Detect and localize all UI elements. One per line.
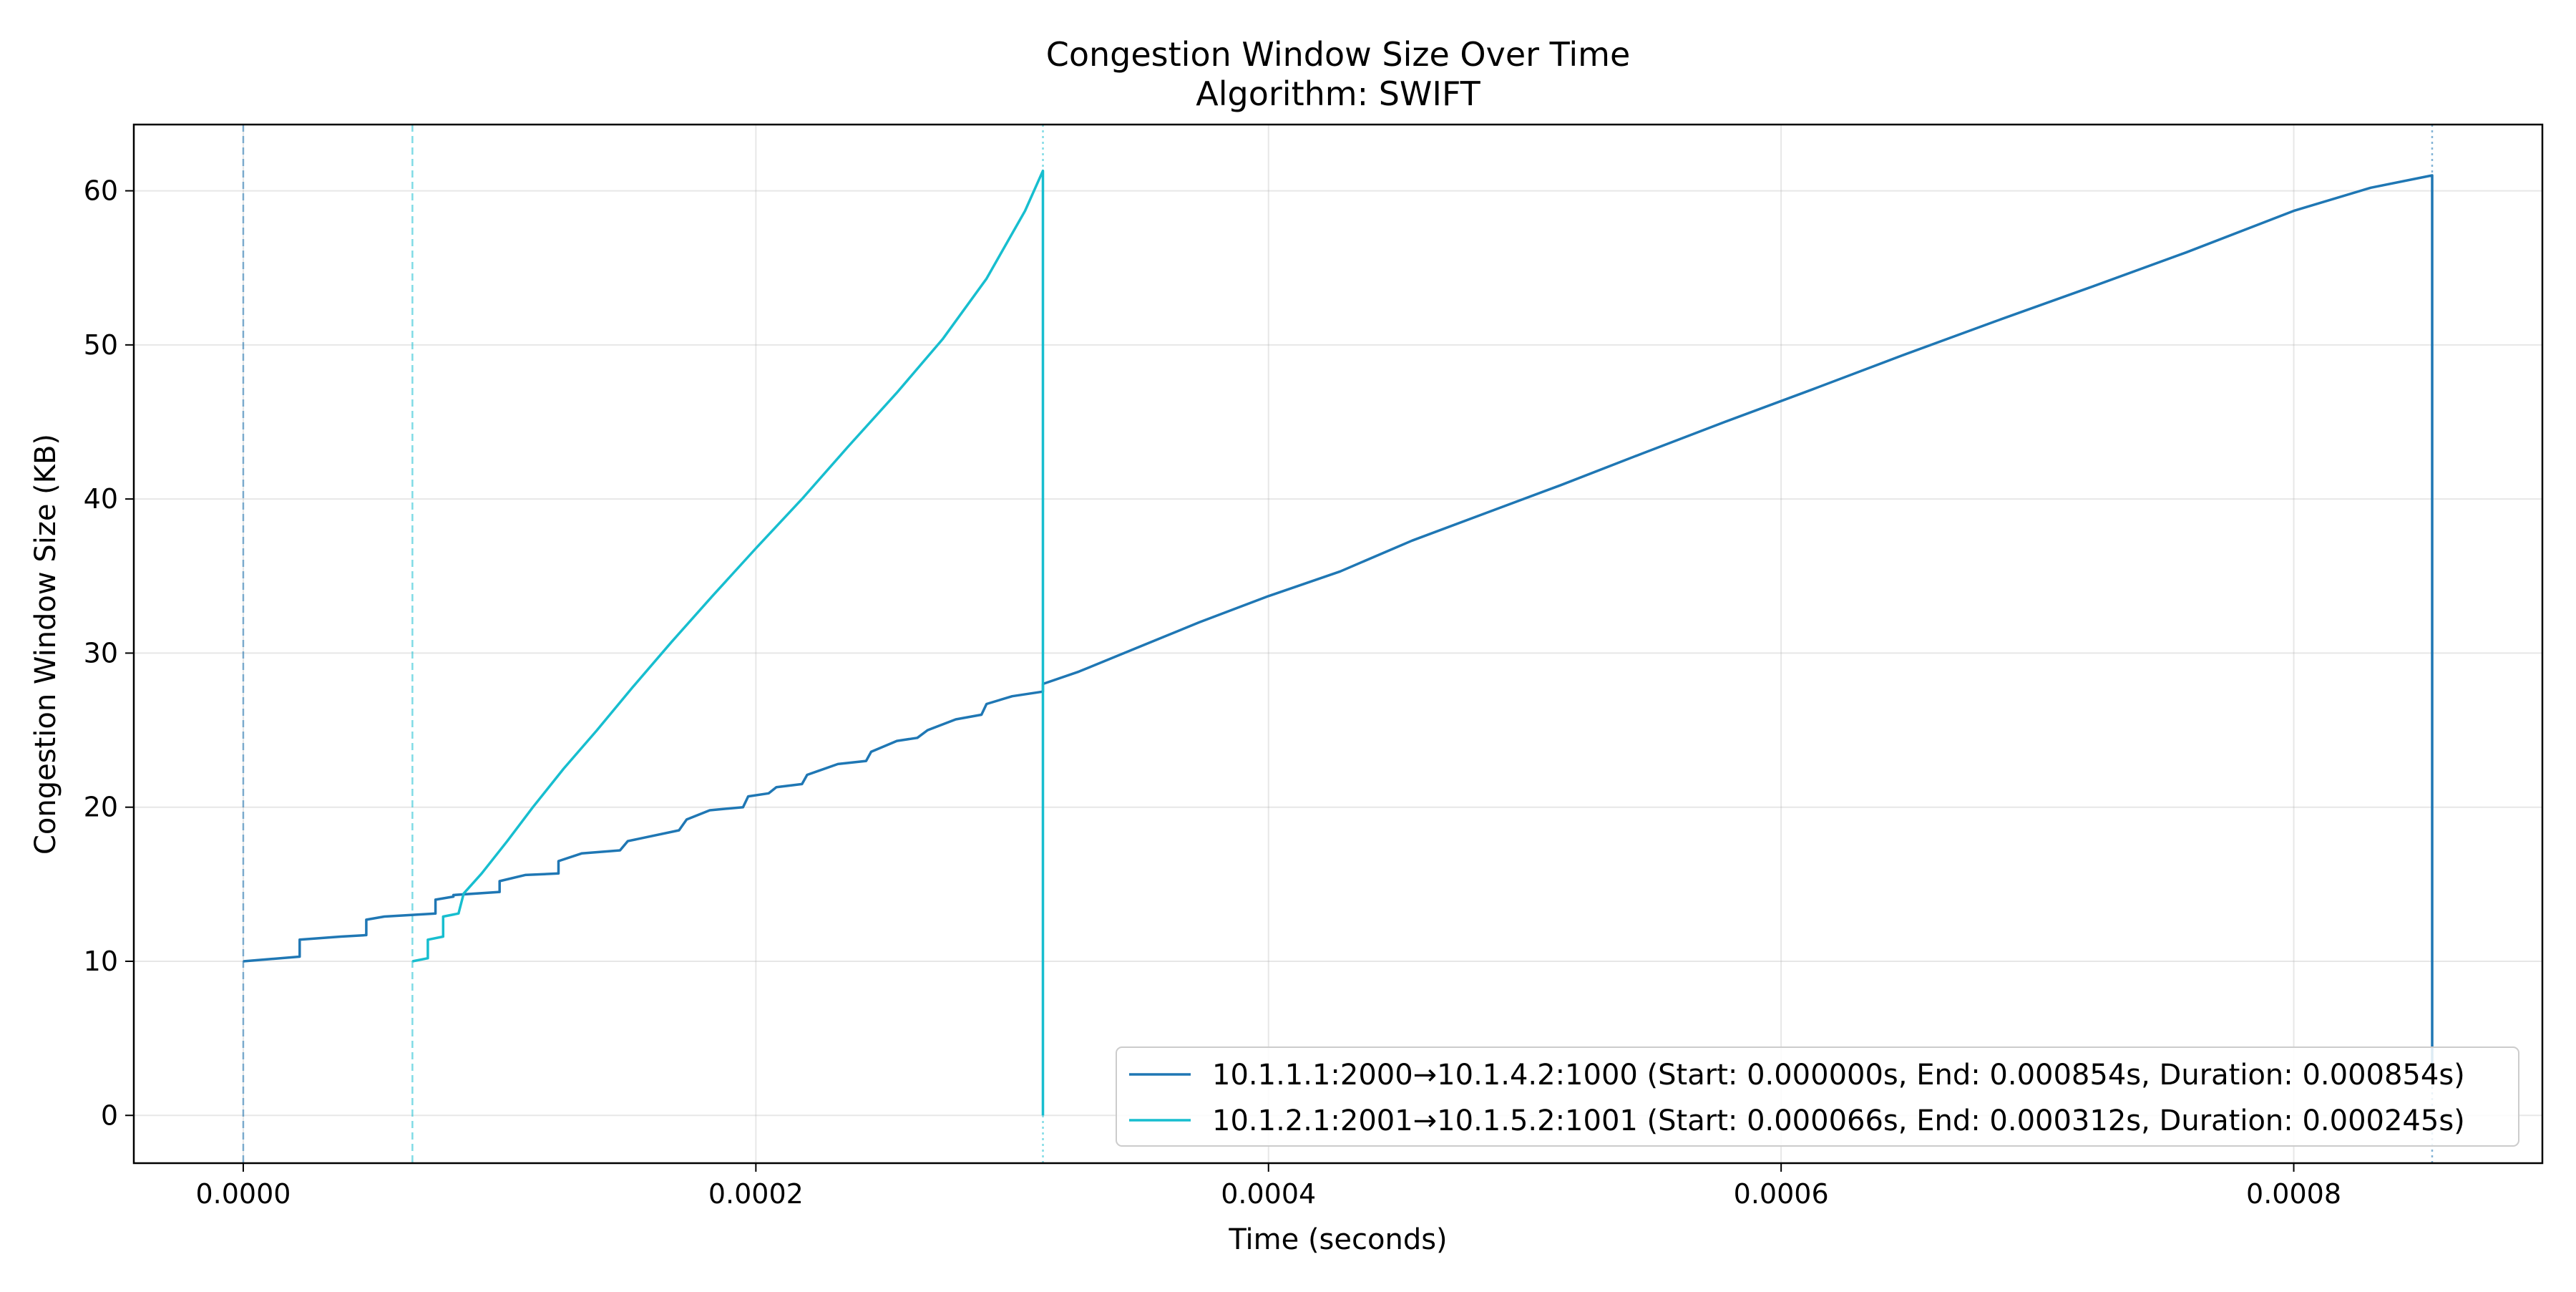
y-tick-label: 0: [101, 1099, 118, 1131]
x-axis-label: Time (seconds): [1228, 1223, 1447, 1256]
series-2-line: [412, 169, 1045, 1116]
y-tick-label: 10: [84, 946, 118, 977]
y-axis-label: Congestion Window Size (KB): [29, 434, 62, 855]
series-layer: [243, 169, 2434, 1116]
x-tick-label: 0.0008: [2246, 1178, 2341, 1210]
x-axis: 0.0000 0.0002 0.0004 0.0006 0.0008: [195, 1163, 2341, 1210]
chart-subtitle: Algorithm: SWIFT: [1196, 74, 1480, 113]
start-end-markers: [242, 125, 2434, 1163]
y-tick-label: 60: [84, 175, 118, 207]
series-1-line: [243, 174, 2434, 1069]
chart-title: Congestion Window Size Over Time: [1046, 35, 1631, 74]
legend-entry-1: 10.1.1.1:2000→10.1.4.2:1000 (Start: 0.00…: [1212, 1059, 2465, 1092]
y-tick-label: 20: [84, 792, 118, 823]
y-tick-label: 40: [84, 483, 118, 515]
x-tick-label: 0.0006: [1734, 1178, 1829, 1210]
grid-layer: [134, 125, 2542, 1163]
y-tick-label: 30: [84, 637, 118, 669]
legend-entry-2: 10.1.2.1:2001→10.1.5.2:1001 (Start: 0.00…: [1212, 1104, 2465, 1137]
x-tick-label: 0.0002: [708, 1178, 804, 1210]
plot-frame: [132, 123, 2544, 1165]
legend-box: [1116, 1046, 2519, 1147]
y-tick-label: 50: [84, 329, 118, 361]
x-tick-label: 0.0000: [195, 1178, 291, 1210]
y-axis: 0 10 20 30 40 50 60: [84, 175, 134, 1131]
legend: 10.1.1.1:2000→10.1.4.2:1000 (Start: 0.00…: [1116, 1046, 2519, 1147]
x-tick-label: 0.0004: [1221, 1178, 1316, 1210]
